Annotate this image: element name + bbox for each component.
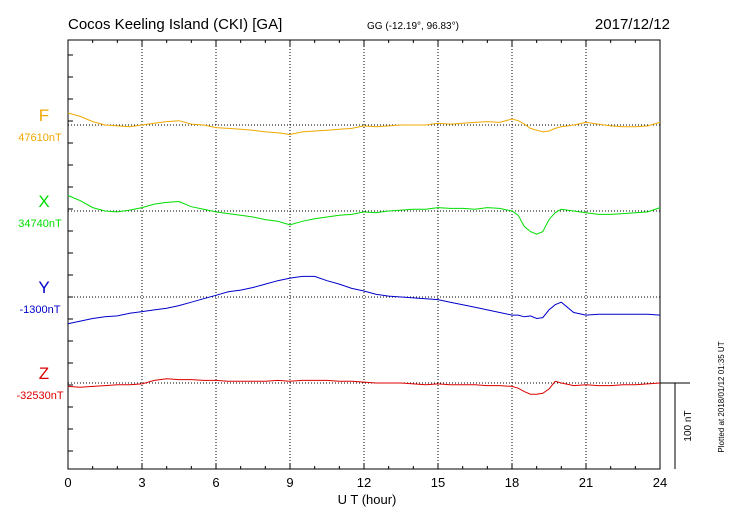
- x-tick-label: 6: [212, 475, 219, 490]
- plot-frame: [67, 39, 661, 470]
- x-axis-label: U T (hour): [338, 492, 397, 507]
- station-title: Cocos Keeling Island (CKI) [GA]: [68, 16, 282, 33]
- component-labels: F 47610nT X 34740nT Y -1300nT Z -32530nT: [16, 106, 63, 402]
- grid: [68, 40, 660, 469]
- plotted-timestamp: Plotted at 2018/01/12 01:35 UT: [717, 341, 726, 452]
- x-tick-label: 12: [357, 475, 371, 490]
- x-tick-label: 9: [286, 475, 293, 490]
- scale-bar-label: 100 nT: [683, 410, 694, 441]
- series-f-line: [67, 112, 661, 136]
- x-tick-label: 3: [138, 475, 145, 490]
- scale-bar: 100 nT: [660, 382, 694, 469]
- series-x-line: [67, 195, 661, 235]
- component-name-f: F: [39, 106, 49, 125]
- x-tick-label: 15: [431, 475, 445, 490]
- component-name-x: X: [38, 192, 49, 211]
- baseline-value-z: -32530nT: [16, 390, 63, 402]
- x-tick-label: 21: [579, 475, 593, 490]
- baseline-value-y: -1300nT: [20, 304, 61, 316]
- x-tick-label: 24: [653, 475, 667, 490]
- series-z-line: [67, 378, 661, 395]
- plot-border: [67, 39, 661, 470]
- plot-date: 2017/12/12: [595, 16, 670, 33]
- component-name-y: Y: [38, 278, 49, 297]
- x-tick-label: 18: [505, 475, 519, 490]
- x-tick-label: 0: [64, 475, 71, 490]
- x-axis-ticks: 0 3 6 9 12 15 18 21 24: [64, 475, 667, 490]
- series-y-line: [67, 275, 661, 325]
- series-group: [67, 112, 661, 395]
- station-coordinates: GG (-12.19°, 96.83°): [367, 21, 459, 32]
- baseline-value-f: 47610nT: [18, 132, 62, 144]
- component-name-z: Z: [39, 364, 49, 383]
- baseline-value-x: 34740nT: [18, 218, 62, 230]
